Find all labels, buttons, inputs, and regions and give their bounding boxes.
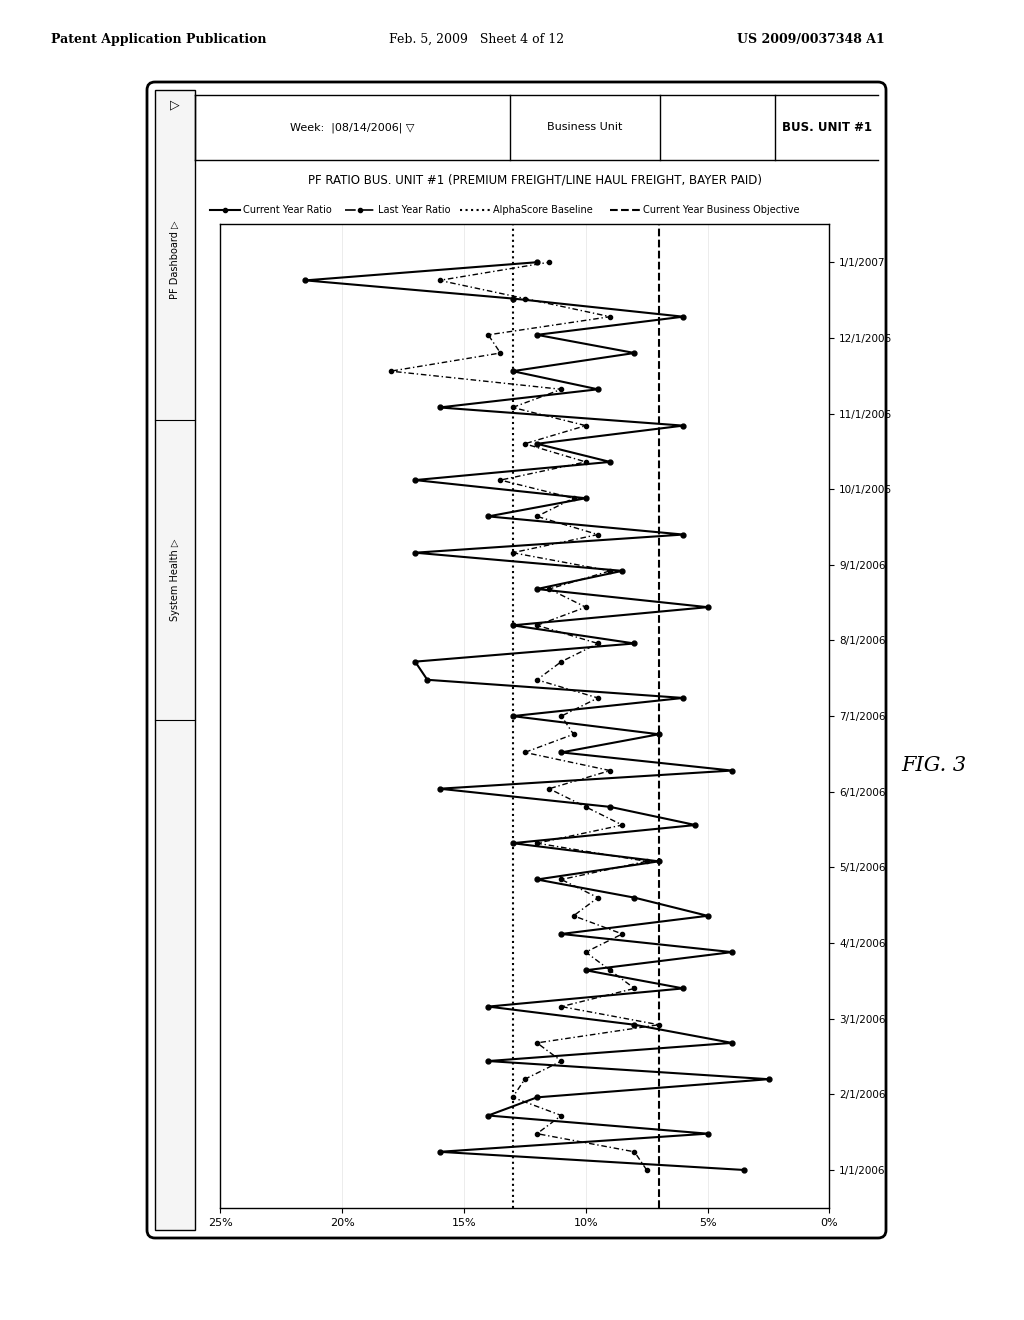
Text: Business Unit: Business Unit (547, 123, 623, 132)
Text: Current Year Ratio: Current Year Ratio (243, 205, 332, 215)
Text: Week:  |08/14/2006| ▽: Week: |08/14/2006| ▽ (290, 123, 414, 133)
Text: Current Year Business Objective: Current Year Business Objective (643, 205, 800, 215)
Text: US 2009/0037348 A1: US 2009/0037348 A1 (737, 33, 885, 46)
Text: AlphaScore Baseline: AlphaScore Baseline (493, 205, 593, 215)
Text: Last Year Ratio: Last Year Ratio (378, 205, 451, 215)
Text: FIG. 3: FIG. 3 (901, 756, 967, 775)
Text: PF Dashboard ▷: PF Dashboard ▷ (170, 220, 180, 300)
Text: BUS. UNIT #1: BUS. UNIT #1 (782, 121, 872, 135)
FancyBboxPatch shape (147, 82, 886, 1238)
Text: Patent Application Publication: Patent Application Publication (51, 33, 266, 46)
Text: System Health ▷: System Health ▷ (170, 539, 180, 622)
Text: ▷: ▷ (170, 99, 180, 111)
Bar (155, 90, 195, 1230)
Text: Feb. 5, 2009   Sheet 4 of 12: Feb. 5, 2009 Sheet 4 of 12 (389, 33, 564, 46)
Text: PF RATIO BUS. UNIT #1 (PREMIUM FREIGHT/LINE HAUL FREIGHT, BAYER PAID): PF RATIO BUS. UNIT #1 (PREMIUM FREIGHT/L… (308, 173, 762, 186)
